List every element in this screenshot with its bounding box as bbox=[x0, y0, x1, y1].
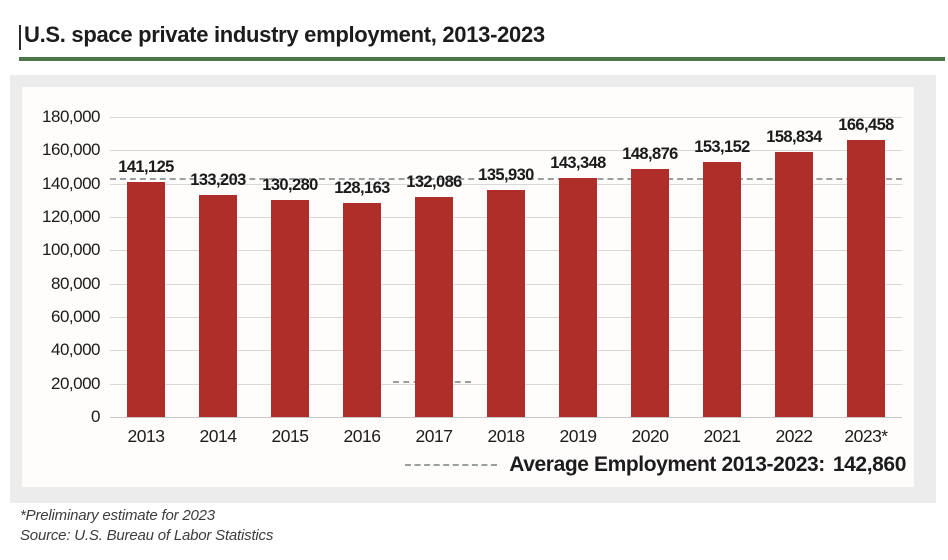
y-axis-tick-label: 180,000 bbox=[42, 107, 100, 126]
bar-2022 bbox=[775, 152, 813, 417]
x-axis-tick-label: 2013 bbox=[127, 426, 165, 446]
bar-value-label: 148,876 bbox=[622, 144, 678, 163]
bar-value-label: 141,125 bbox=[118, 157, 174, 176]
bar-value-label: 128,163 bbox=[334, 179, 390, 198]
bar-2019 bbox=[559, 178, 597, 417]
dashed-line-sample bbox=[405, 464, 498, 466]
y-axis-tick-label: 80,000 bbox=[51, 273, 101, 293]
gridline-140,000 bbox=[110, 183, 902, 185]
y-axis-tick-label: 20,000 bbox=[51, 373, 101, 393]
page-title: U.S. space private industry employment, … bbox=[24, 22, 545, 47]
bar-2014 bbox=[199, 194, 237, 417]
x-axis-tick-label: 2018 bbox=[487, 426, 525, 446]
bar-value-label: 130,280 bbox=[262, 175, 318, 194]
bar-value-label: 153,152 bbox=[694, 137, 750, 156]
x-axis-tick-label: 2016 bbox=[343, 426, 381, 446]
y-axis-tick-label: 60,000 bbox=[51, 307, 101, 326]
y-axis-tick-label: 140,000 bbox=[42, 173, 100, 193]
average-legend: Average Employment 2013-2023: 142,860 bbox=[405, 453, 906, 477]
footnote-preliminary: *Preliminary estimate for 2023 bbox=[20, 507, 215, 524]
bar-2020 bbox=[631, 168, 669, 417]
x-axis-tick-label: 2019 bbox=[559, 426, 597, 446]
bar-chart: 141,125 2013 133,203 2014 130,280 2015 128,163… bbox=[22, 87, 914, 487]
x-axis-tick-label: 2021 bbox=[703, 426, 741, 446]
x-axis-tick-label: 2015 bbox=[271, 426, 309, 446]
y-axis-tick-label: 120,000 bbox=[42, 207, 100, 226]
bar-value-label: 158,834 bbox=[766, 128, 822, 147]
bar-2013 bbox=[127, 181, 165, 417]
average-legend-label: Average Employment 2013-2023: bbox=[509, 453, 825, 476]
bar-2017 bbox=[415, 196, 453, 417]
bar-value-label: 166,458 bbox=[838, 115, 894, 134]
bar-value-label: 143,348 bbox=[550, 154, 606, 173]
x-axis-tick-label: 2023* bbox=[844, 426, 888, 446]
bar-2015 bbox=[271, 199, 309, 417]
gridline-0 bbox=[110, 417, 902, 418]
chart-card: 141,125 2013 133,203 2014 130,280 2015 128,163… bbox=[10, 75, 936, 503]
y-axis-tick-label: 40,000 bbox=[51, 340, 101, 360]
bar-value-label: 132,086 bbox=[406, 172, 462, 191]
x-axis-tick-label: 2020 bbox=[631, 426, 669, 446]
footnotes: *Preliminary estimate for 2023 Source: U… bbox=[20, 506, 273, 546]
y-axis-tick-label: 160,000 bbox=[42, 140, 100, 160]
average-legend-value: 142,860 bbox=[832, 453, 907, 476]
y-axis-tick-label: 0 bbox=[91, 407, 100, 426]
footnote-source: Source: U.S. Bureau of Labor Statistics bbox=[20, 527, 274, 544]
x-axis-tick-label: 2017 bbox=[415, 426, 453, 446]
x-axis-tick-label: 2022 bbox=[775, 426, 813, 446]
bar-2018 bbox=[487, 190, 525, 417]
y-axis-tick-label: 100,000 bbox=[42, 240, 100, 260]
bar-2021 bbox=[703, 161, 741, 417]
bar-value-label: 133,203 bbox=[190, 170, 246, 189]
gridline-160,000 bbox=[110, 150, 902, 152]
plot-area: 141,125 2013 133,203 2014 130,280 2015 128,163… bbox=[110, 115, 902, 446]
gridline-180,000 bbox=[110, 117, 902, 118]
text-cursor-bar bbox=[19, 25, 21, 50]
title-underline-rule bbox=[19, 57, 945, 61]
bar-2023 bbox=[847, 139, 885, 417]
x-axis-tick-label: 2014 bbox=[199, 426, 237, 446]
average-legend-text: Average Employment 2013-2023: 142,860 bbox=[509, 453, 906, 477]
bar-2016 bbox=[343, 203, 381, 417]
bar-value-label: 135,930 bbox=[478, 166, 534, 185]
average-employment-line bbox=[110, 177, 902, 180]
